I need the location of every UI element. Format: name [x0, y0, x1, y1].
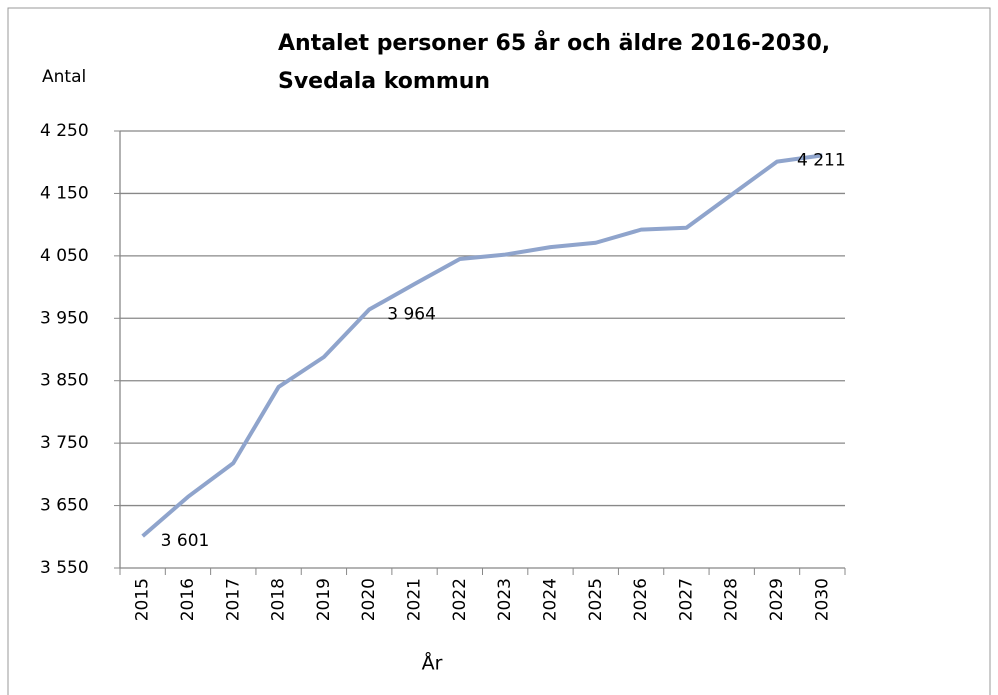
y-tick-label: 3 550: [40, 558, 89, 578]
y-tick-label: 3 750: [40, 433, 89, 453]
x-tick-label: 2029: [767, 578, 787, 621]
y-tick-label: 4 050: [40, 246, 89, 266]
y-tick-label: 4 250: [40, 121, 89, 141]
x-tick-label: 2027: [676, 578, 696, 621]
x-axis-label: År: [422, 652, 443, 675]
chart-title: Svedala kommun: [278, 69, 490, 94]
x-tick-label: 2020: [359, 578, 379, 621]
x-tick-label: 2030: [812, 578, 832, 621]
x-tick-label: 2018: [269, 578, 289, 621]
line: [141, 153, 823, 538]
data-label: 4 211: [797, 150, 846, 170]
x-tick-label: 2028: [722, 578, 742, 621]
y-tick-label: 3 650: [40, 496, 89, 516]
x-tick-label: 2016: [178, 578, 198, 621]
y-axis-label: Antal: [42, 67, 86, 87]
data-label: 3 964: [387, 305, 436, 325]
x-tick-label: 2017: [223, 578, 243, 621]
x-tick-label: 2021: [405, 578, 425, 621]
y-tick-label: 4 150: [40, 183, 89, 203]
x-tick-label: 2022: [450, 578, 470, 621]
x-tick-label: 2019: [314, 578, 334, 621]
x-tick-label: 2025: [586, 578, 606, 621]
chart-border: [7, 7, 991, 695]
x-tick-label: 2015: [133, 578, 153, 621]
x-tick-label: 2023: [495, 578, 515, 621]
x-tick-label: 2024: [540, 578, 560, 621]
data-label: 3 601: [161, 531, 210, 551]
chart-title: Antalet personer 65 år och äldre 2016-20…: [278, 30, 830, 56]
y-tick-label: 3 850: [40, 371, 89, 391]
y-tick-label: 3 950: [40, 308, 89, 328]
x-tick-label: 2026: [631, 578, 651, 621]
